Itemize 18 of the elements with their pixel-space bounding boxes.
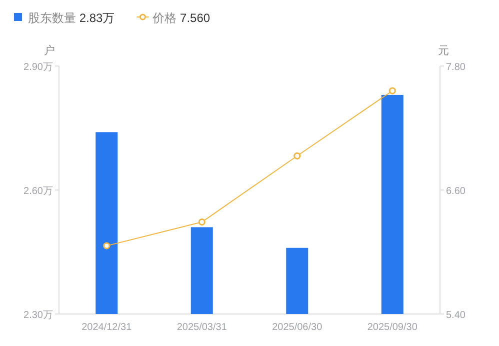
y2-tick-label: 6.60 xyxy=(446,186,466,197)
point xyxy=(103,242,110,250)
point xyxy=(388,87,396,94)
y2-axis-title: 元 xyxy=(438,45,449,57)
x-tick-label: 2025/06/30 xyxy=(272,322,323,333)
point xyxy=(198,218,206,226)
y-tick-label: 2.30万 xyxy=(24,310,53,321)
legend-label: 股东数量 2.83万 xyxy=(28,11,115,25)
point xyxy=(294,152,301,160)
y2-tick-label: 7.80 xyxy=(446,62,466,73)
y-tick-label: 2.60万 xyxy=(24,186,53,197)
y-tick-label: 2.90万 xyxy=(24,62,53,73)
y2-tick-label: 5.40 xyxy=(446,310,466,321)
x-tick-label: 2024/12/31 xyxy=(82,322,132,333)
x-tick-label: 2025/03/31 xyxy=(176,322,228,333)
y-axis-title: 户 xyxy=(44,44,55,57)
legend-label: 价格 7.560 xyxy=(152,11,210,25)
x-tick-label: 2025/09/30 xyxy=(367,322,418,333)
